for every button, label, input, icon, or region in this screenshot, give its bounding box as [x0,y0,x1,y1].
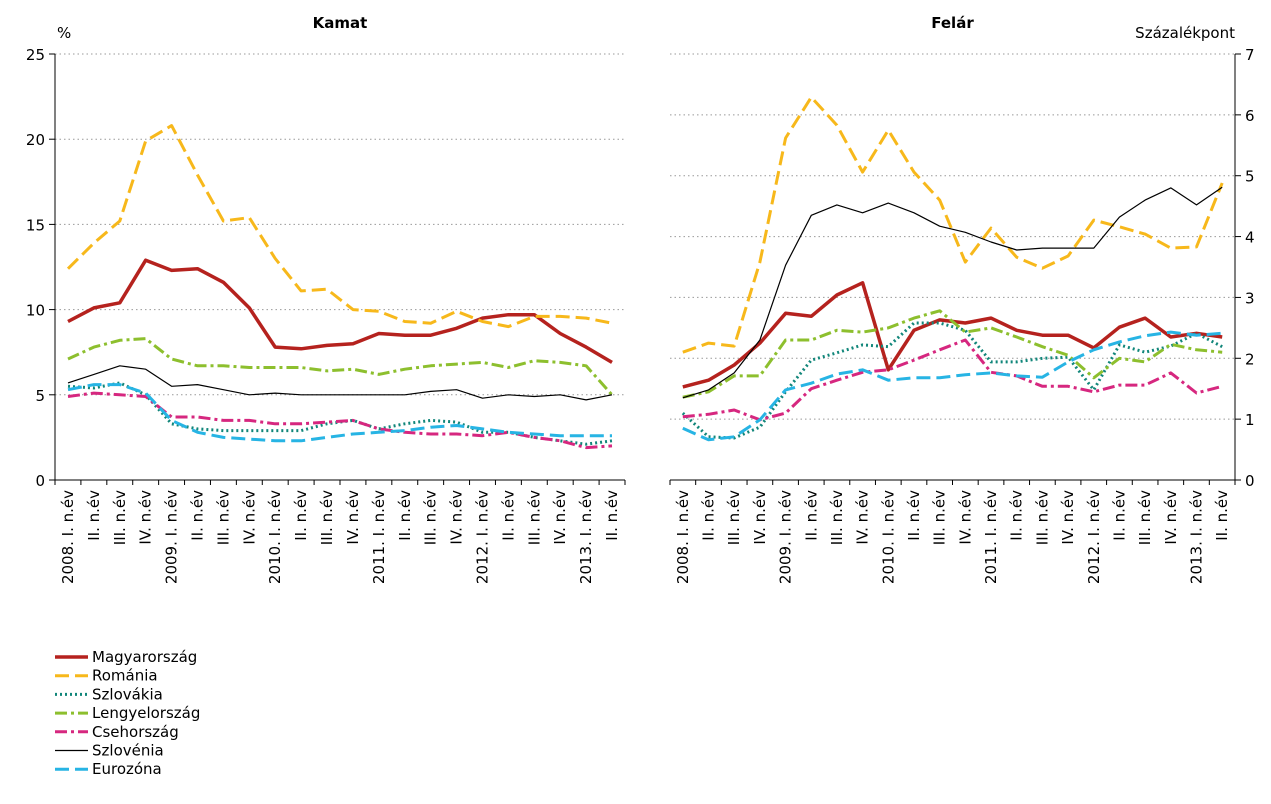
y-tick-label: 5 [35,387,45,405]
x-tick-label: III. n.év [111,490,129,545]
series-line [682,281,1223,389]
x-tick-label: IV. n.év [854,490,872,545]
x-tick-label: IV. n.év [344,490,362,545]
x-tick-label: III. n.év [525,490,543,545]
y-tick-label: 20 [26,131,45,149]
x-tick-label: 2012. I. n.év [474,490,492,584]
x-tick-label: II. n.év [1110,490,1128,541]
x-tick-label: II. n.év [189,490,207,541]
x-tick-label: II. n.év [396,490,414,541]
y-tick-label: 2 [1245,350,1255,368]
x-tick-label: 2009. I. n.év [777,490,795,584]
x-tick-label: IV. n.év [751,490,769,545]
x-tick-label: 2011. I. n.év [982,490,1000,584]
chart-title: Kamat [313,14,368,32]
x-tick-label: IV. n.év [240,490,258,545]
legend-label: Szlovákia [92,685,163,703]
x-tick-label: IV. n.év [448,490,466,545]
series-line [67,337,614,396]
x-tick-label: III. n.év [725,490,743,545]
x-tick-label: 2010. I. n.év [879,490,897,584]
x-tick-label: II. n.év [1213,490,1231,541]
x-tick-label: 2011. I. n.év [370,490,388,584]
x-tick-label: II. n.év [1008,490,1026,541]
legend-label: Lengyelország [92,704,200,722]
x-tick-label: 2009. I. n.év [163,490,181,584]
series-line [682,186,1223,399]
x-tick-label: II. n.év [603,490,621,541]
series-line [682,309,1223,399]
x-tick-label: III. n.év [828,490,846,545]
series-line [67,365,613,401]
x-tick-label: II. n.év [85,490,103,541]
y-tick-label: 0 [35,472,45,490]
x-tick-label: III. n.év [422,490,440,545]
y-tick-label: 1 [1245,411,1255,429]
legend-label: Csehország [92,723,179,741]
x-tick-label: 2013. I. n.év [1187,490,1205,584]
series-line [66,124,613,329]
x-tick-label: III. n.év [1033,490,1051,545]
series-line [682,338,1223,422]
y-tick-label: 5 [1245,168,1255,186]
series-line [67,391,613,450]
y-axis-label: % [57,24,71,42]
y-tick-label: 3 [1245,289,1255,307]
series-line [67,258,613,364]
x-tick-label: 2010. I. n.év [266,490,284,584]
series-line [682,95,1224,354]
y-tick-label: 10 [26,302,45,320]
x-tick-label: 2013. I. n.év [577,490,595,584]
series-line [682,330,1223,442]
x-tick-label: IV. n.év [1162,490,1180,545]
legend-label: Szlovénia [92,742,164,760]
x-tick-label: II. n.év [802,490,820,541]
x-tick-label: III. n.év [1136,490,1154,545]
x-tick-label: II. n.év [292,490,310,541]
x-tick-label: II. n.év [700,490,718,541]
x-tick-label: IV. n.év [551,490,569,545]
x-tick-label: III. n.év [318,490,336,545]
y-tick-label: 6 [1245,107,1255,125]
x-tick-label: II. n.év [499,490,517,541]
x-tick-label: IV. n.év [137,490,155,545]
series-line [681,321,1223,440]
x-tick-label: IV. n.év [1059,490,1077,545]
x-tick-label: IV. n.év [956,490,974,545]
legend-label: Románia [92,667,158,685]
legend-label: Eurozóna [92,760,162,778]
y-tick-label: 7 [1245,46,1255,64]
x-tick-label: III. n.év [931,490,949,545]
x-tick-label: III. n.év [214,490,232,545]
legend-label: Magyarország [92,648,197,666]
chart-title: Felár [931,14,974,32]
y-tick-label: 15 [26,216,45,234]
series-line [67,383,612,443]
x-tick-label: II. n.év [905,490,923,541]
y-tick-label: 25 [26,46,45,64]
y-tick-label: 0 [1245,472,1255,490]
y-tick-label: 4 [1245,229,1255,247]
x-tick-label: 2012. I. n.év [1085,490,1103,584]
y-axis-label: Százalékpont [1135,24,1235,42]
x-tick-label: 2008. I. n.év [59,490,77,584]
x-tick-label: 2008. I. n.év [674,490,692,584]
